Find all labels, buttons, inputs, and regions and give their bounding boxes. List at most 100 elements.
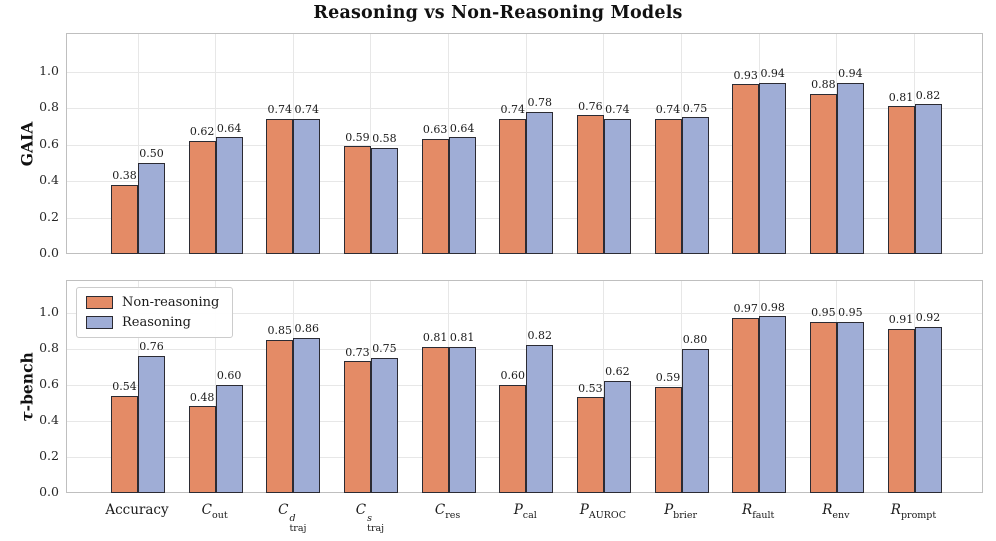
- x-tick-label: Renv: [791, 502, 881, 521]
- axes-panel-gaia: 0.38 0.62 0.74 0.59 0.63 0.74 0.76 0.74 0.93 0.88…: [66, 33, 983, 254]
- y-tick-label: 0.2: [39, 448, 59, 463]
- bar-value-label: 0.50: [139, 147, 164, 160]
- bar: [343, 146, 371, 254]
- y-tick-label: 0.4: [39, 172, 59, 188]
- bar-value-label: 0.58: [372, 132, 397, 146]
- bar: [576, 397, 604, 493]
- x-tick-base: C: [278, 502, 289, 518]
- tau-glyph: τ: [17, 410, 37, 422]
- bar: [887, 106, 915, 254]
- x-tick-label: Cres: [403, 502, 493, 521]
- bar: [836, 82, 864, 254]
- bar: [266, 119, 294, 254]
- x-tick-base: R: [822, 502, 833, 518]
- bar-value-label: 0.74: [500, 103, 526, 117]
- bar-value-label: 0.98: [760, 300, 785, 314]
- x-tick-base: C: [201, 502, 212, 518]
- bar: [836, 321, 864, 493]
- bar-value-label: 0.86: [294, 322, 320, 336]
- x-tick-subscript: fault: [752, 510, 775, 521]
- bar-value-label: 0.78: [527, 96, 553, 110]
- bar: [681, 117, 709, 254]
- x-tick-base: P: [579, 502, 589, 518]
- bar: [421, 139, 449, 254]
- legend-label: Reasoning: [122, 315, 191, 330]
- bar: [732, 318, 760, 493]
- bar: [809, 93, 837, 254]
- legend-item: Non-reasoning: [86, 295, 219, 310]
- bar: [343, 361, 371, 493]
- bar: [448, 137, 476, 254]
- bar-value-label: 0.82: [915, 88, 941, 102]
- bar-value-label: 0.92: [915, 311, 941, 325]
- bar-value-label: 0.74: [267, 103, 293, 117]
- gridline: [67, 313, 982, 314]
- bar: [576, 115, 604, 254]
- y-tick-label: 0.2: [39, 208, 59, 224]
- bar-value-label: 0.93: [733, 68, 758, 82]
- x-tick-label: PAUROC: [558, 502, 648, 521]
- legend-swatch: [86, 296, 113, 309]
- bar-value-label: 0.88: [811, 77, 836, 91]
- bar: [499, 119, 527, 254]
- y-axis-label: τ-bench: [17, 351, 37, 422]
- x-tick-base: P: [664, 502, 674, 518]
- bar: [448, 346, 476, 493]
- bar-value-label: 0.76: [578, 99, 603, 113]
- bar-value-label: 0.85: [267, 324, 293, 337]
- bar: [293, 337, 321, 493]
- legend-label: Non-reasoning: [122, 295, 220, 310]
- bar: [914, 104, 942, 254]
- legend-item: Reasoning: [86, 315, 219, 330]
- bar: [370, 357, 398, 493]
- x-tick-subscript: cal: [522, 510, 537, 521]
- legend: Non-reasoning Reasoning: [76, 287, 234, 338]
- bar: [809, 321, 837, 493]
- bar-value-label: 0.73: [345, 345, 370, 359]
- bar: [526, 345, 554, 493]
- bar: [887, 328, 915, 493]
- bar-value-label: 0.62: [189, 125, 215, 139]
- y-tick-label: 0.8: [39, 99, 59, 115]
- gridline: [67, 108, 982, 110]
- x-tick-label: Pbrier: [636, 502, 726, 521]
- bar-value-label: 0.48: [189, 390, 215, 404]
- y-tick-label: 0.4: [39, 412, 59, 427]
- bar-value-label: 0.54: [112, 379, 137, 393]
- y-axis-label: GAIA: [17, 121, 37, 166]
- gridline: [137, 34, 139, 253]
- bar: [603, 381, 631, 493]
- bar-value-label: 0.63: [422, 123, 448, 137]
- bar-value-label: 0.74: [605, 103, 630, 117]
- bar-value-label: 0.95: [838, 306, 863, 319]
- bar: [759, 82, 787, 254]
- x-tick-base: Accuracy: [105, 502, 169, 518]
- bar-value-label: 0.75: [372, 342, 397, 355]
- x-tick-supsub: d traj: [289, 513, 307, 534]
- bar-value-label: 0.53: [578, 381, 603, 395]
- bar: [111, 395, 138, 493]
- bar: [654, 386, 682, 493]
- x-tick-label: Pcal: [480, 502, 570, 521]
- bar: [215, 384, 243, 493]
- x-tick-label: Rfault: [713, 502, 803, 521]
- bar: [499, 384, 527, 493]
- x-tick-subscript: out: [211, 510, 228, 521]
- gridline: [370, 34, 372, 253]
- bar-value-label: 0.82: [527, 329, 553, 343]
- x-tick-subscript: prompt: [900, 510, 937, 521]
- x-tick-supsub: s traj: [367, 513, 385, 534]
- x-tick-subscript: AUROC: [588, 510, 626, 521]
- bar: [603, 119, 631, 254]
- bar-value-label: 0.64: [216, 121, 242, 135]
- x-tick-subscript: res: [445, 510, 461, 521]
- y-tick-label: 0.6: [39, 135, 59, 151]
- x-tick-subscript: env: [832, 510, 850, 521]
- bar: [914, 327, 942, 493]
- x-tick-base: C: [434, 502, 446, 518]
- x-tick-base: P: [513, 502, 523, 518]
- bar-value-label: 0.74: [294, 103, 320, 117]
